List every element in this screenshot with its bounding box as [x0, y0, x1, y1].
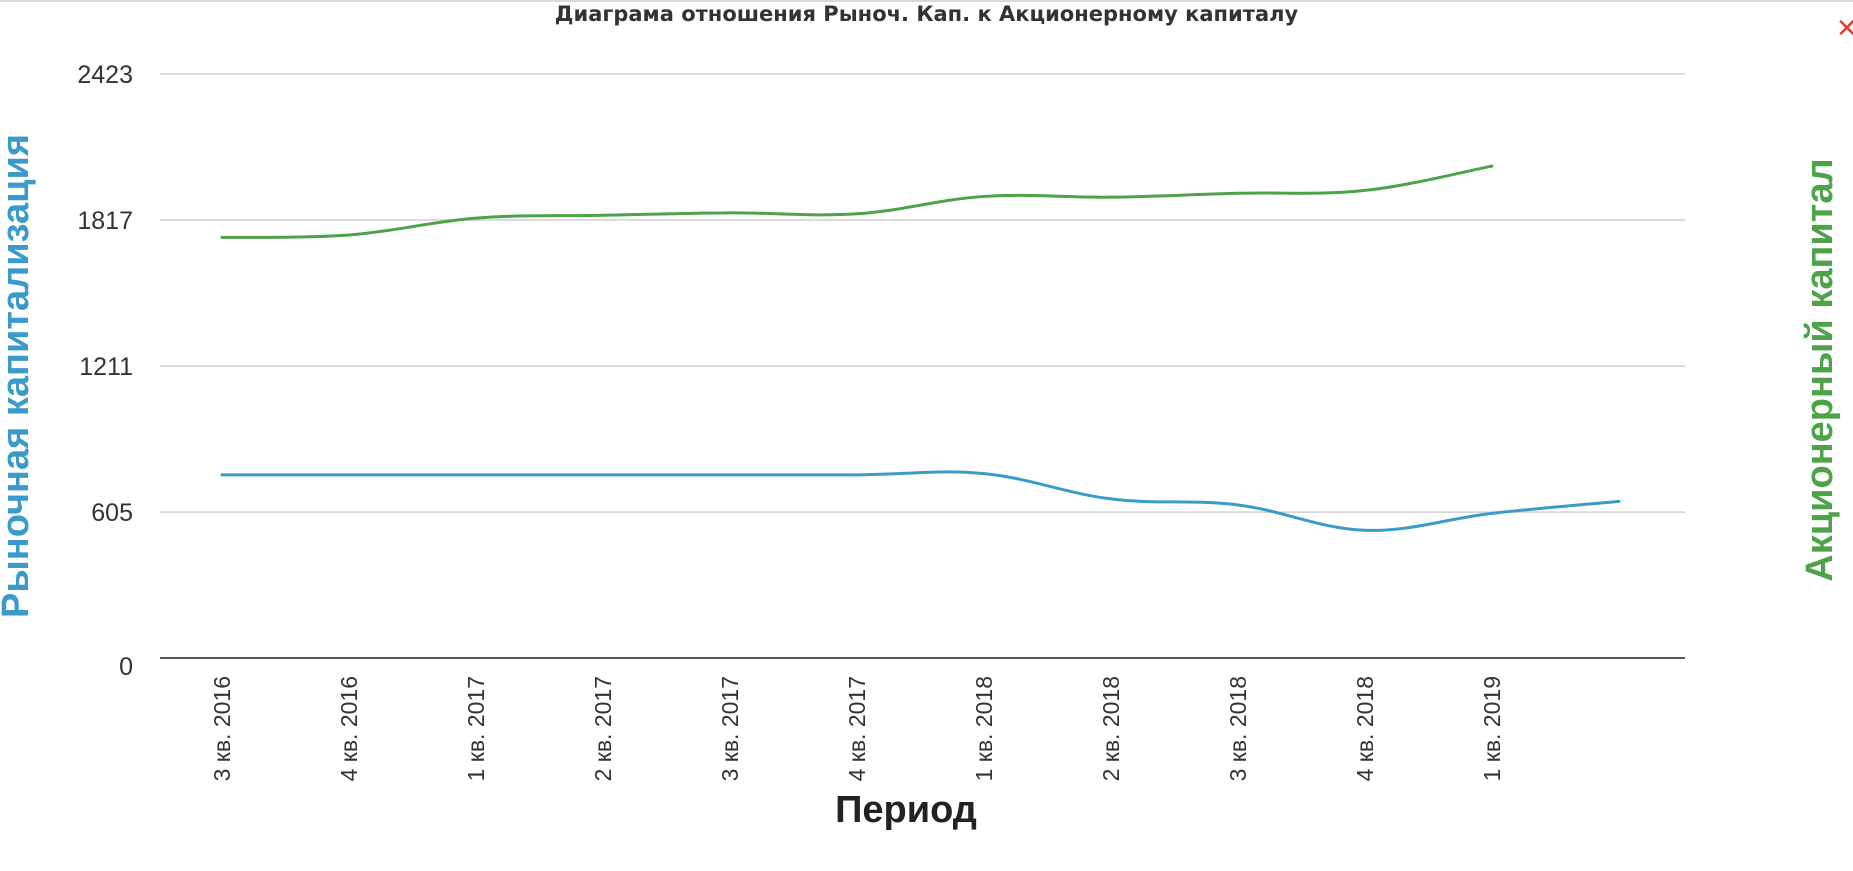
y-tick-label: 2423 — [77, 61, 133, 89]
x-tick-label: 2 кв. 2018 — [1098, 676, 1124, 781]
x-tick-label: 3 кв. 2017 — [717, 676, 743, 781]
top-border — [0, 0, 1853, 2]
y-tick-label: 1211 — [79, 353, 133, 381]
x-axis-ticks: 3 кв. 2016 4 кв. 2016 1 кв. 2017 2 кв. 2017… — [209, 676, 1505, 781]
x-tick-label: 4 кв. 2017 — [844, 676, 870, 781]
x-tick-label: 1 кв. 2017 — [463, 676, 489, 781]
x-tick-label: 4 кв. 2018 — [1352, 676, 1378, 781]
series-lines — [220, 164, 1621, 532]
series-line-1 — [220, 470, 1621, 532]
close-icon[interactable]: ✕ — [1836, 14, 1853, 42]
x-tick-label: 3 кв. 2018 — [1225, 676, 1251, 781]
x-axis-title: Период — [835, 789, 977, 831]
y-axis-title-left: Рыночная капитализация — [0, 134, 37, 618]
x-tick-label: 2 кв. 2017 — [590, 676, 616, 781]
y-axis-ticks: 0 605 1211 1817 2423 — [77, 61, 133, 681]
y-axis-title-right: Акционерный капитал — [1799, 158, 1841, 581]
x-tick-label: 1 кв. 2018 — [971, 676, 997, 781]
y-tick-label: 1817 — [77, 207, 133, 235]
x-tick-label: 4 кв. 2016 — [336, 676, 362, 781]
series-line-2 — [220, 164, 1494, 239]
x-tick-label: 3 кв. 2016 — [209, 676, 235, 781]
x-tick-label: 1 кв. 2019 — [1479, 676, 1505, 781]
chart-title: Диаграма отношения Рыноч. Кап. к Акционе… — [554, 2, 1299, 26]
y-tick-label: 605 — [91, 499, 133, 527]
y-tick-label: 0 — [119, 653, 133, 681]
grid — [160, 73, 1685, 659]
